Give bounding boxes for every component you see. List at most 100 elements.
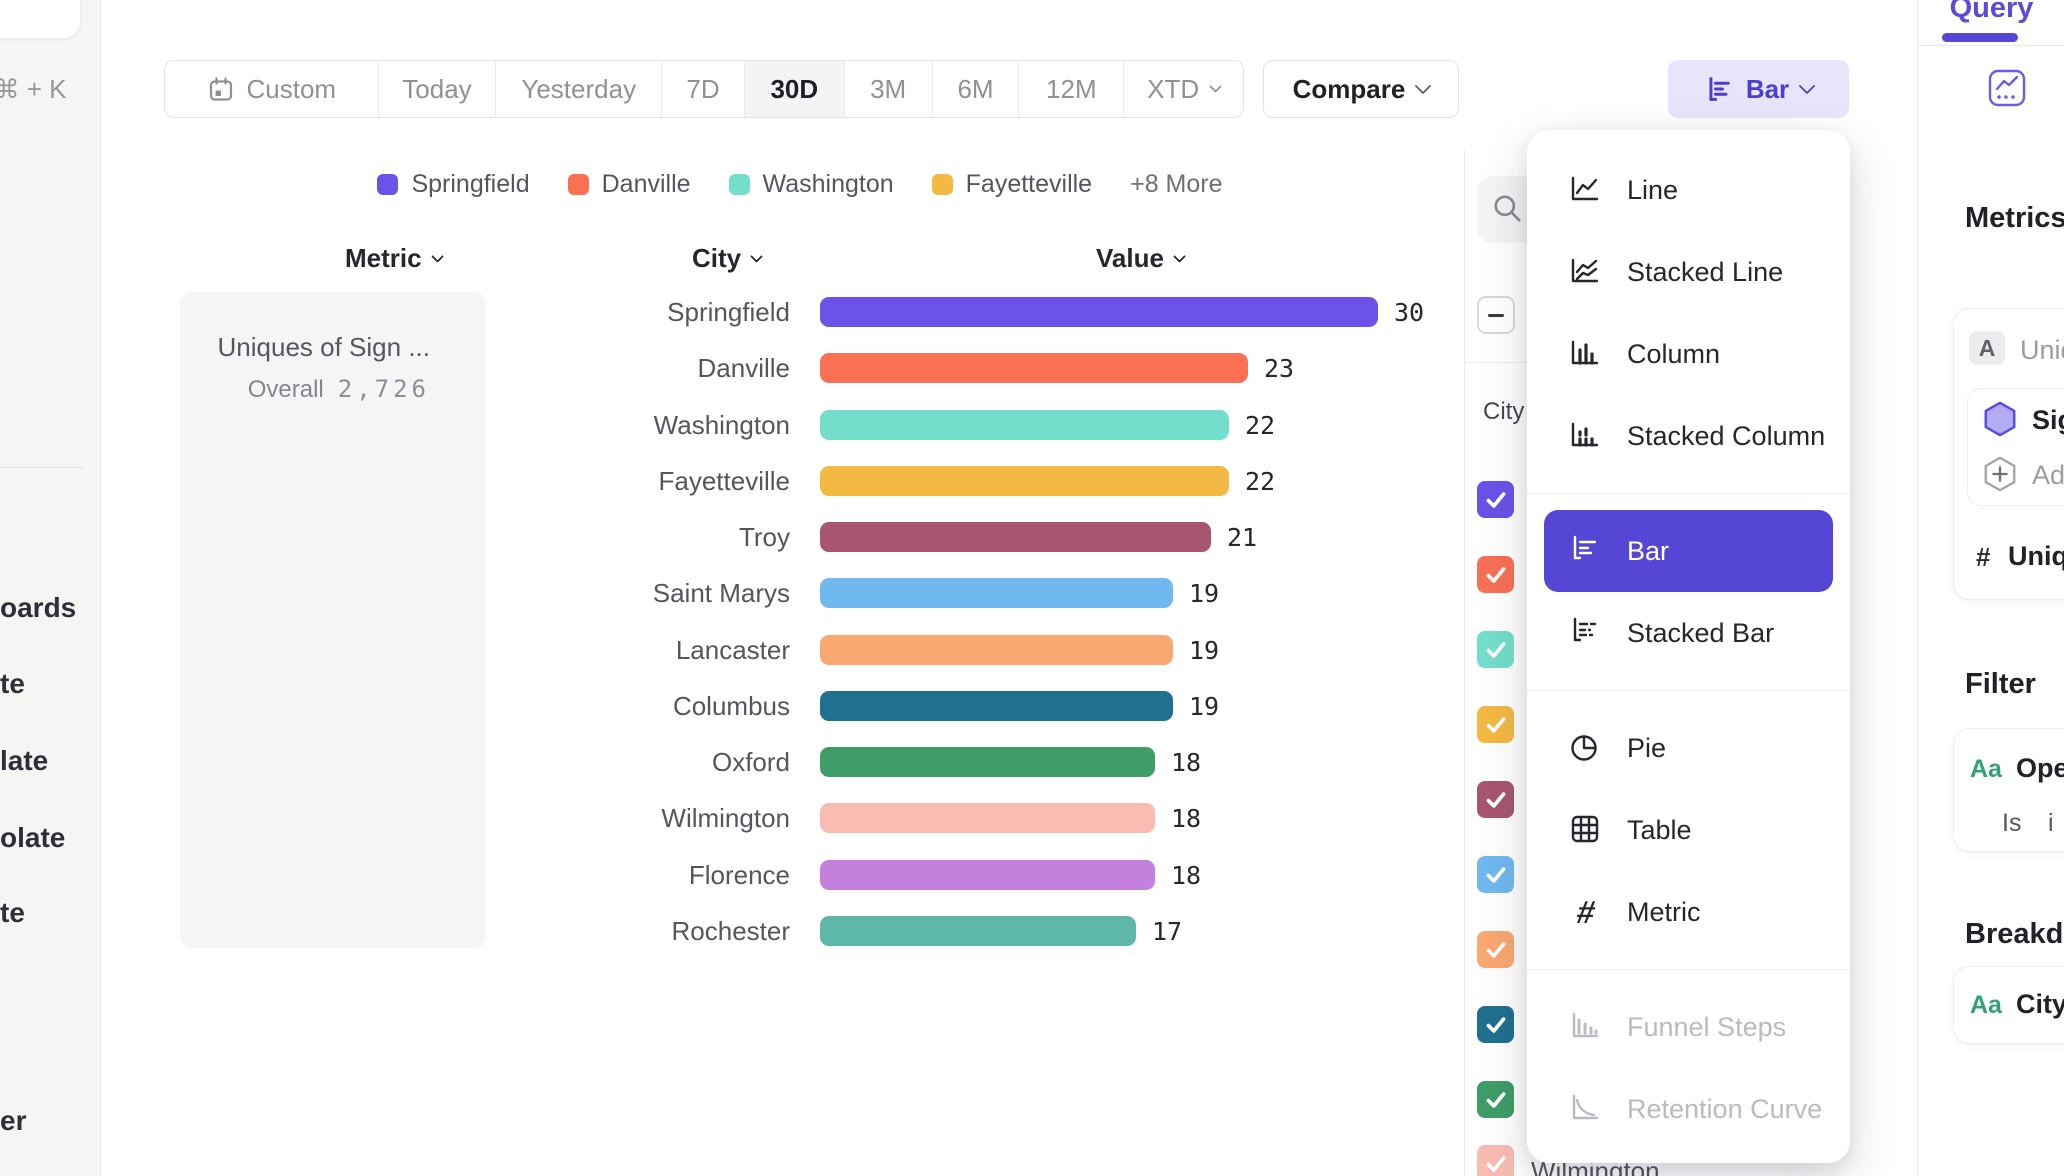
menu-item-stacked-column[interactable]: Stacked Column	[1527, 395, 1850, 477]
bar[interactable]	[820, 410, 1229, 440]
overall-value: 2,726	[337, 375, 430, 403]
city-checkbox[interactable]	[1477, 1145, 1514, 1176]
legend-swatch-icon	[728, 173, 750, 195]
city-checkbox[interactable]	[1477, 1081, 1514, 1118]
command-palette-box[interactable]	[0, 0, 80, 38]
nav-item-fragment[interactable]: olate	[0, 822, 66, 853]
bar[interactable]	[820, 466, 1229, 496]
legend-item[interactable]: Danville	[567, 170, 691, 199]
bar-category-label: Fayetteville	[658, 465, 791, 496]
bar[interactable]	[820, 803, 1155, 833]
city-checkbox[interactable]	[1477, 631, 1514, 668]
metric-group-card[interactable]: A Uniq Sig Ad # Uniqu	[1953, 308, 2064, 600]
menu-item-table[interactable]: Table	[1527, 789, 1850, 871]
add-event-label[interactable]: Ad	[2032, 460, 2064, 490]
check-icon	[1486, 641, 1505, 658]
date-tab-3m[interactable]: 3M	[845, 61, 933, 117]
bar[interactable]	[820, 691, 1173, 721]
chart-type-label: Bar	[1745, 73, 1790, 104]
city-checkbox[interactable]	[1477, 706, 1514, 743]
city-checkbox[interactable]	[1477, 1006, 1514, 1043]
menu-item-line[interactable]: Line	[1527, 149, 1850, 231]
city-checkbox[interactable]	[1477, 856, 1514, 893]
bar-value-label: 21	[1227, 522, 1258, 552]
date-tab-custom[interactable]: Custom	[165, 61, 379, 117]
check-icon	[1486, 941, 1505, 958]
bar-value-label: 22	[1245, 466, 1276, 496]
check-icon	[1486, 1091, 1505, 1108]
date-tab-6m[interactable]: 6M	[933, 61, 1020, 117]
filter-value[interactable]: i	[2048, 809, 2054, 837]
menu-divider	[1527, 493, 1850, 494]
nav-item-fragment[interactable]: te	[0, 668, 25, 699]
bar[interactable]	[820, 747, 1155, 777]
legend-more[interactable]: +8 More	[1130, 169, 1223, 198]
date-tab-label: 7D	[686, 73, 720, 104]
legend-item[interactable]: Springfield	[377, 170, 530, 199]
filter-operator[interactable]: Is	[2002, 809, 2022, 837]
measure-label[interactable]: Uniqu	[2008, 541, 2064, 571]
menu-item-pie[interactable]: Pie	[1527, 707, 1850, 789]
bar[interactable]	[820, 522, 1211, 552]
chart-row: Troy 21	[440, 522, 1257, 552]
bar[interactable]	[820, 297, 1378, 327]
nav-item-fragment[interactable]: er	[0, 1105, 27, 1136]
event-hexagon-icon	[1981, 400, 2019, 438]
date-tab-12m[interactable]: 12M	[1019, 61, 1125, 117]
bar[interactable]	[820, 860, 1155, 890]
menu-item-stacked-line[interactable]: Stacked Line	[1527, 231, 1850, 313]
event-block[interactable]: Sig Ad	[1967, 388, 2064, 506]
city-checkbox[interactable]	[1477, 481, 1514, 518]
bar[interactable]	[820, 916, 1136, 946]
table-icon	[1571, 815, 1599, 843]
nav-item-fragment[interactable]: oards	[0, 592, 77, 623]
column-header-city[interactable]: City	[692, 243, 763, 274]
chart-row: Oxford 18	[440, 747, 1201, 777]
chart-row: Wilmington 18	[440, 803, 1201, 833]
bar[interactable]	[820, 578, 1173, 608]
column-header-metric[interactable]: Metric	[345, 243, 444, 274]
bar[interactable]	[820, 353, 1248, 383]
menu-item-stacked-bar[interactable]: Stacked Bar	[1527, 592, 1850, 674]
bar-value-label: 18	[1171, 803, 1202, 833]
stacked-bar-chart-icon	[1573, 617, 1597, 642]
compare-button[interactable]: Compare	[1263, 60, 1459, 118]
tab-query[interactable]: Query	[1949, 0, 2034, 24]
legend-item[interactable]: Washington	[728, 170, 894, 199]
menu-item-bar[interactable]: Bar	[1544, 510, 1833, 592]
date-tab-7d[interactable]: 7D	[662, 61, 745, 117]
select-all-checkbox[interactable]	[1477, 296, 1515, 334]
breakdown-card[interactable]: Aa City	[1953, 966, 2064, 1044]
menu-divider	[1527, 969, 1850, 970]
bar-category-label: Lancaster	[675, 634, 790, 665]
date-tab-today[interactable]: Today	[379, 61, 497, 117]
legend-item[interactable]: Fayetteville	[931, 170, 1092, 199]
menu-item-column[interactable]: Column	[1527, 313, 1850, 395]
metric-card[interactable]: Uniques of Sign ... Overall 2,726	[180, 292, 486, 948]
search-icon	[1494, 195, 1521, 222]
date-tab-label: 3M	[870, 73, 907, 104]
menu-item-metric[interactable]: # Metric	[1527, 871, 1850, 953]
city-checkbox[interactable]	[1477, 931, 1514, 968]
chart-panel-icon[interactable]	[1987, 68, 2027, 108]
bar[interactable]	[820, 635, 1173, 665]
date-tab-30d[interactable]: 30D	[744, 61, 845, 117]
city-checkbox[interactable]	[1477, 781, 1514, 818]
bar-value-label: 30	[1394, 297, 1425, 327]
bar-category-label: Florence	[688, 859, 790, 890]
filter-card[interactable]: Aa Ope Is i	[1953, 728, 2064, 852]
city-checkbox[interactable]	[1477, 556, 1514, 593]
nav-item-fragment[interactable]: late	[0, 745, 49, 776]
legend-swatch-icon	[377, 173, 399, 195]
breakdown-divider	[1465, 362, 1530, 363]
chart-row: Florence 18	[440, 860, 1201, 890]
chart-type-button[interactable]: Bar	[1668, 60, 1849, 118]
date-tab-xtd[interactable]: XTD	[1124, 61, 1243, 117]
metric-group-label: Uniq	[2020, 335, 2064, 365]
column-header-value[interactable]: Value	[1096, 243, 1186, 274]
date-range-tabs: Custom Today Yesterday 7D 30D 3M 6M 12M XTD	[164, 60, 1244, 118]
date-tab-yesterday[interactable]: Yesterday	[496, 61, 663, 117]
filter-heading: Filter	[1965, 668, 2036, 700]
nav-item-fragment[interactable]: te	[0, 897, 25, 928]
bar-value-label: 19	[1189, 635, 1220, 665]
